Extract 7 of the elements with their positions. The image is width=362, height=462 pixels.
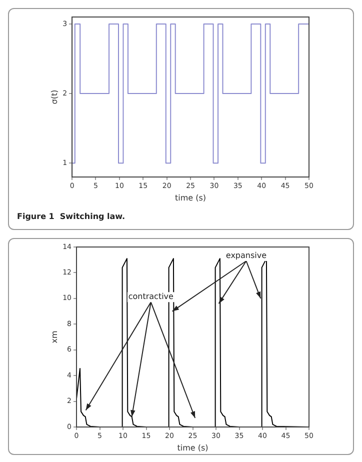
annotation: expansive (226, 251, 267, 260)
x-axis-title: time (s) (175, 193, 206, 202)
x-axis-title: time (s) (177, 443, 208, 452)
caption: Figure 1 Switching law. (16, 211, 126, 223)
annotation: contractive (128, 292, 174, 302)
y-axis-title: σ(t) (50, 90, 59, 104)
y-axis-title: xm (50, 330, 59, 344)
